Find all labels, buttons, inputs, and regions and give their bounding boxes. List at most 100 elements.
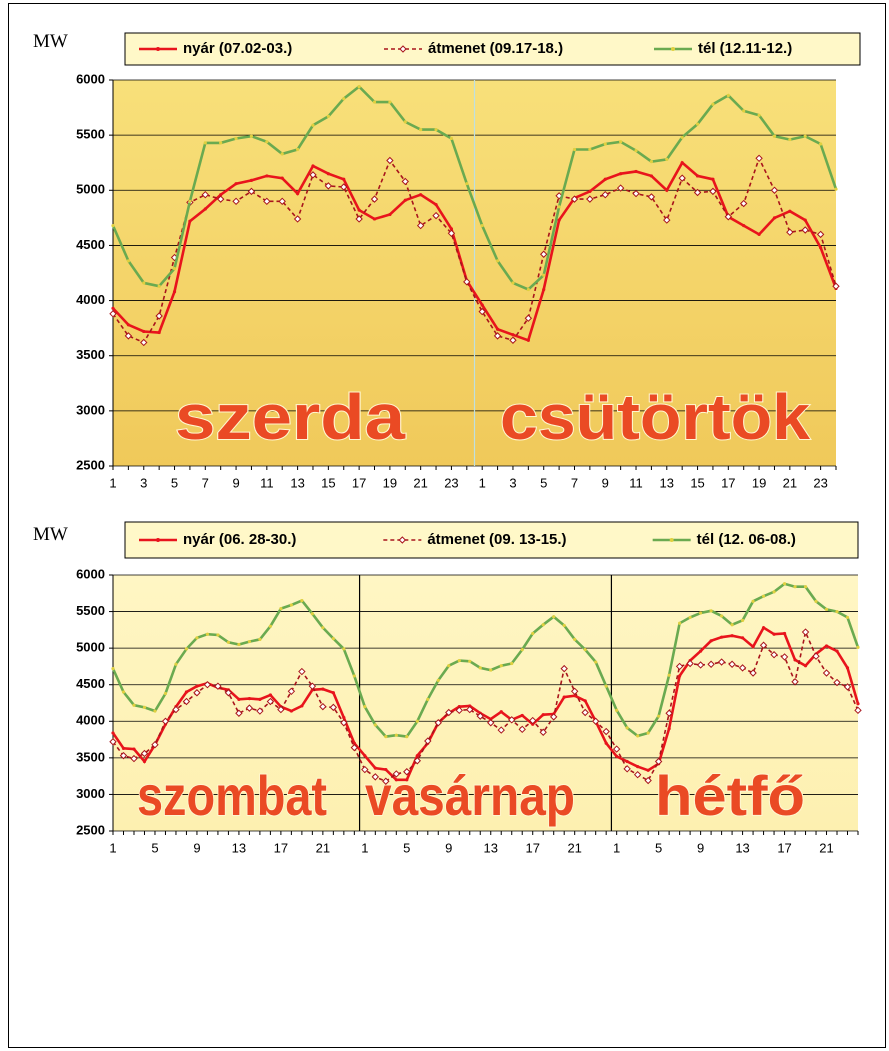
marker: [121, 746, 126, 750]
legend-label: tél (12.11-12.): [698, 40, 792, 57]
legend-label: nyár (06. 28-30.): [183, 531, 296, 548]
marker: [495, 259, 500, 263]
marker: [711, 177, 715, 181]
marker: [403, 120, 407, 124]
legend-marker: [669, 538, 674, 542]
marker: [499, 664, 503, 668]
marker: [226, 640, 231, 644]
marker: [709, 609, 713, 613]
marker: [415, 754, 419, 758]
marker: [434, 128, 438, 132]
marker: [822, 669, 831, 677]
marker: [201, 190, 210, 199]
x-tick-label: 17: [274, 840, 288, 855]
series-line: [112, 629, 859, 783]
marker: [678, 174, 686, 182]
y-tick-label: 6000: [76, 71, 105, 86]
marker: [562, 623, 566, 628]
marker: [109, 738, 117, 746]
marker: [357, 85, 361, 89]
marker: [111, 223, 115, 228]
marker: [508, 716, 516, 724]
marker: [696, 661, 705, 669]
marker: [342, 177, 346, 181]
marker: [384, 767, 388, 772]
marker: [573, 694, 577, 698]
marker: [819, 142, 823, 146]
marker: [219, 193, 223, 197]
marker: [109, 310, 117, 318]
marker: [203, 207, 207, 211]
marker: [476, 712, 484, 720]
marker: [602, 727, 610, 736]
marker: [298, 667, 306, 676]
marker: [279, 607, 283, 611]
x-tick-label: 9: [193, 840, 200, 855]
legend: [124, 32, 861, 66]
series-line: [111, 582, 860, 738]
marker: [132, 703, 136, 707]
marker: [289, 709, 293, 713]
marker: [772, 134, 777, 138]
marker: [845, 615, 850, 620]
marker: [757, 113, 761, 117]
marker: [258, 637, 262, 641]
marker: [782, 582, 787, 586]
marker: [755, 154, 763, 163]
x-tick-label: 17: [721, 475, 735, 490]
marker: [394, 778, 398, 782]
marker: [524, 314, 533, 322]
marker: [739, 199, 748, 208]
marker: [588, 147, 592, 152]
marker: [761, 594, 766, 598]
marker: [340, 719, 348, 727]
marker: [413, 757, 422, 765]
marker: [132, 747, 136, 751]
marker: [634, 148, 638, 153]
x-tick-label: 21: [316, 840, 330, 855]
marker: [856, 645, 860, 650]
marker: [371, 773, 380, 781]
marker: [719, 635, 724, 639]
marker: [319, 702, 327, 711]
y-tick-label: 3000: [76, 786, 105, 801]
marker: [326, 114, 330, 118]
marker: [623, 765, 631, 773]
marker: [803, 134, 807, 138]
marker: [788, 137, 792, 142]
marker: [419, 193, 423, 197]
day-label: szombat: [137, 764, 327, 827]
x-tick-label: 11: [629, 475, 643, 490]
marker: [237, 642, 241, 647]
series-line: [111, 625, 860, 782]
marker: [140, 338, 148, 347]
x-tick-label: 7: [571, 475, 578, 490]
x-tick-label: 13: [232, 840, 246, 855]
marker: [619, 172, 623, 176]
marker: [214, 682, 222, 690]
marker: [845, 666, 850, 670]
marker: [843, 683, 852, 691]
x-tick-label: 5: [540, 475, 547, 490]
x-tick-label: 15: [690, 475, 704, 490]
x-tick-label: 1: [613, 840, 620, 855]
marker: [646, 731, 650, 735]
legend-marker: [399, 45, 407, 53]
marker: [216, 195, 225, 203]
marker: [172, 705, 180, 714]
marker: [649, 174, 654, 178]
marker: [510, 661, 514, 666]
marker: [126, 323, 130, 327]
marker: [699, 611, 703, 615]
x-tick-label: 13: [484, 840, 498, 855]
marker: [234, 182, 238, 186]
marker: [268, 624, 272, 628]
marker: [509, 336, 517, 344]
x-tick-label: 7: [202, 475, 209, 490]
marker: [541, 713, 545, 717]
marker: [401, 177, 409, 186]
marker: [155, 312, 163, 320]
marker: [119, 751, 128, 760]
y-tick-label: 4500: [76, 237, 105, 252]
marker: [654, 757, 663, 766]
